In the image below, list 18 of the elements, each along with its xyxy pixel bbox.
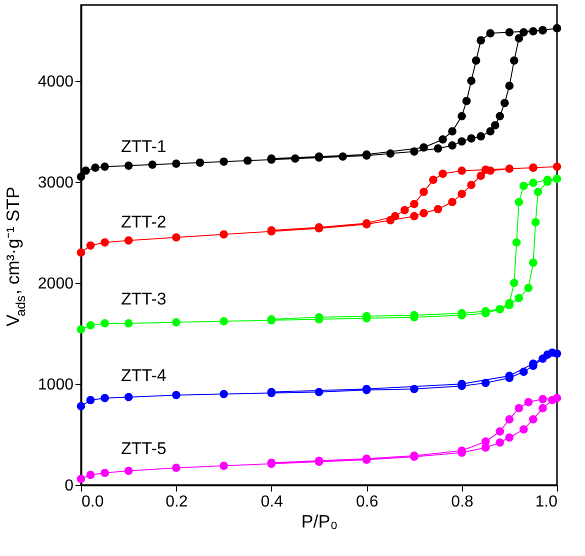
series-label: ZTT-4 [121,366,166,386]
y-tick-label: 4000 [38,73,74,90]
y-tick-label: 0 [64,478,74,494]
x-tick-label: 0.4 [260,494,284,510]
y-tick-label: 2000 [38,275,74,292]
series-label: ZTT-5 [121,438,166,458]
x-tick-label: 0.8 [451,494,474,510]
x-tick-label: 0.6 [356,494,378,510]
y-tick-label: 1000 [38,376,74,394]
series-label: ZTT-1 [121,136,166,156]
x-tick-label: 0.0 [82,494,104,510]
x-tick-label: 1.0 [535,494,558,510]
y-tick-label: 3000 [38,174,74,192]
x-tick-label: 0.2 [166,494,188,510]
series-label: ZTT-2 [121,212,166,232]
y-axis-title: Vads, cm³·g⁻¹ STP [3,186,28,326]
x-axis-title: P/P₀ [301,512,338,532]
series-label: ZTT-3 [121,289,166,308]
